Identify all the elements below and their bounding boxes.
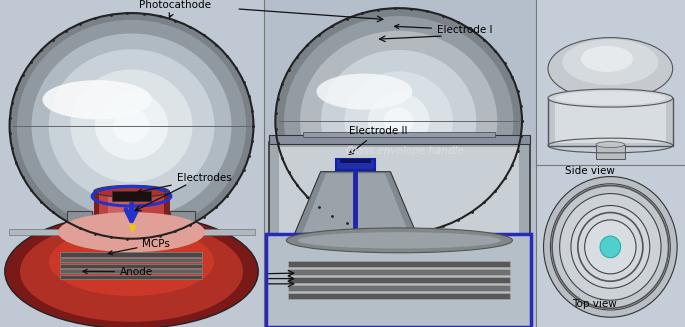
- Polygon shape: [295, 172, 416, 234]
- Ellipse shape: [86, 215, 177, 243]
- Ellipse shape: [555, 91, 666, 105]
- Ellipse shape: [345, 71, 453, 171]
- Ellipse shape: [384, 108, 414, 134]
- Ellipse shape: [550, 184, 670, 310]
- Ellipse shape: [275, 8, 522, 234]
- Bar: [340, 159, 371, 163]
- Ellipse shape: [49, 49, 214, 203]
- Ellipse shape: [286, 228, 512, 253]
- Bar: [288, 269, 510, 275]
- Text: Glass envelope handle: Glass envelope handle: [346, 146, 464, 156]
- Ellipse shape: [284, 16, 513, 226]
- Bar: [60, 258, 202, 262]
- Bar: [170, 211, 195, 227]
- Ellipse shape: [32, 33, 232, 218]
- Ellipse shape: [600, 236, 621, 258]
- Text: Electrode II: Electrode II: [349, 126, 408, 154]
- Ellipse shape: [571, 206, 649, 288]
- Text: Photocathode: Photocathode: [138, 0, 211, 17]
- Bar: [288, 293, 510, 299]
- Ellipse shape: [20, 221, 243, 322]
- Bar: [60, 264, 202, 268]
- Bar: [288, 285, 510, 291]
- Bar: [112, 191, 151, 201]
- Bar: [60, 269, 202, 273]
- Ellipse shape: [584, 220, 636, 274]
- Ellipse shape: [316, 74, 412, 110]
- Ellipse shape: [58, 212, 205, 252]
- Ellipse shape: [113, 109, 150, 143]
- Bar: [60, 252, 202, 257]
- Ellipse shape: [298, 232, 501, 249]
- Bar: [9, 229, 255, 235]
- Bar: [264, 0, 536, 327]
- Text: Side view: Side view: [565, 166, 615, 176]
- Text: Top view: Top view: [572, 300, 617, 309]
- Ellipse shape: [543, 177, 677, 317]
- Ellipse shape: [548, 38, 673, 100]
- Bar: [269, 135, 530, 144]
- Bar: [303, 132, 495, 137]
- Ellipse shape: [562, 39, 658, 85]
- Ellipse shape: [94, 185, 169, 197]
- Bar: [536, 0, 685, 327]
- Ellipse shape: [548, 89, 673, 107]
- Bar: [288, 277, 510, 283]
- Bar: [548, 98, 673, 146]
- Bar: [0, 0, 264, 327]
- Text: Anode: Anode: [83, 267, 153, 277]
- Text: Electrodes: Electrodes: [138, 174, 232, 193]
- Bar: [555, 100, 666, 143]
- Text: Electrode I: Electrode I: [395, 25, 493, 35]
- Bar: [108, 191, 132, 231]
- Ellipse shape: [300, 31, 497, 211]
- Ellipse shape: [95, 92, 168, 160]
- Bar: [67, 211, 92, 227]
- Ellipse shape: [581, 46, 633, 72]
- Bar: [94, 191, 170, 231]
- Bar: [60, 275, 202, 279]
- Ellipse shape: [560, 194, 661, 300]
- Ellipse shape: [5, 214, 258, 327]
- Bar: [99, 191, 164, 231]
- Bar: [336, 159, 375, 170]
- Bar: [269, 142, 530, 289]
- Ellipse shape: [368, 93, 429, 149]
- Ellipse shape: [10, 13, 253, 239]
- Ellipse shape: [17, 20, 246, 232]
- Ellipse shape: [71, 69, 192, 182]
- Bar: [279, 147, 519, 284]
- Bar: [596, 145, 625, 159]
- Text: MCPs: MCPs: [108, 239, 171, 255]
- Ellipse shape: [596, 142, 625, 147]
- Ellipse shape: [42, 80, 152, 119]
- Ellipse shape: [321, 50, 476, 192]
- Bar: [288, 261, 510, 267]
- Polygon shape: [303, 173, 408, 232]
- Bar: [266, 234, 531, 327]
- Ellipse shape: [49, 227, 214, 296]
